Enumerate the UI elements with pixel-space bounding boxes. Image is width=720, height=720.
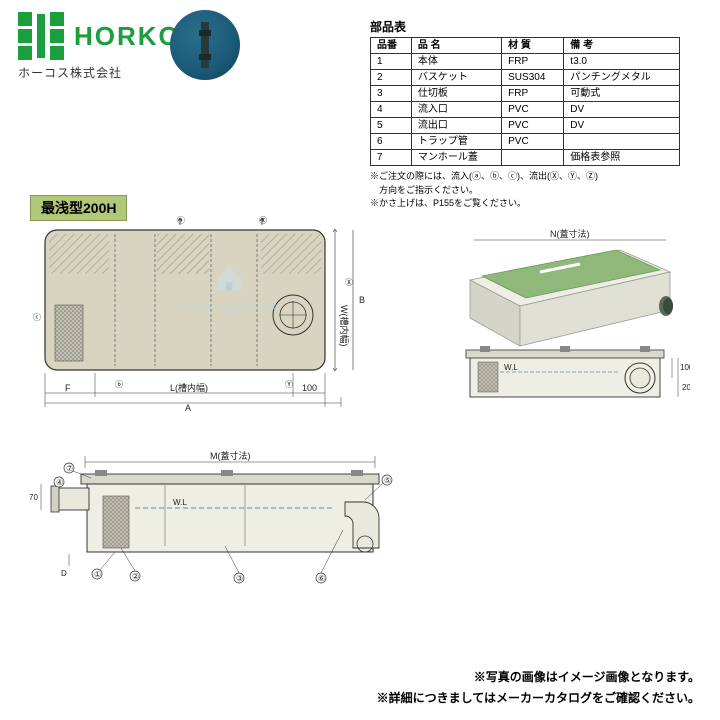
table-row: 2バスケットSUS304パンチングメタル: [371, 70, 680, 86]
svg-text:ⓑ: ⓑ: [115, 380, 123, 389]
th: 品 名: [411, 38, 501, 54]
svg-text:②: ②: [132, 572, 139, 581]
th: 材 質: [502, 38, 564, 54]
th: 品番: [371, 38, 412, 54]
detail-inset-icon: [170, 10, 240, 80]
svg-text:70: 70: [29, 493, 38, 502]
brand-subtitle: ホーコス株式会社: [18, 64, 122, 81]
svg-text:①: ①: [94, 570, 101, 579]
svg-text:F: F: [65, 383, 71, 393]
table-row: 4流入口PVCDV: [371, 102, 680, 118]
table-row: 5流出口PVCDV: [371, 118, 680, 134]
svg-text:L(槽内幅): L(槽内幅): [170, 382, 208, 393]
svg-text:Ⓧ: Ⓧ: [345, 278, 353, 287]
side-section-drawing: M(蓋寸法) W.L 70: [25, 450, 425, 610]
svg-text:Ⓨ: Ⓨ: [285, 380, 293, 389]
footer-line: ※写真の画像はイメージ画像となります。: [377, 667, 700, 687]
svg-text:③: ③: [236, 574, 243, 583]
parts-table-title: 部品表: [370, 18, 680, 35]
table-row: 7マンホール蓋価格表参照: [371, 150, 680, 166]
product-render: N(蓋寸法) W.L 100 200: [440, 210, 690, 370]
svg-text:⑥: ⑥: [318, 574, 325, 583]
svg-text:D: D: [61, 569, 67, 578]
footer-line: ※詳細につきましてはメーカーカタログをご確認ください。: [377, 688, 700, 708]
table-row: 6トラップ管PVC: [371, 134, 680, 150]
svg-text:W.L: W.L: [504, 363, 518, 372]
svg-text:A: A: [185, 403, 191, 413]
svg-text:M(蓋寸法): M(蓋寸法): [210, 450, 251, 461]
footer-notes: ※写真の画像はイメージ画像となります。 ※詳細につきましてはメーカーカタログをご…: [377, 667, 700, 708]
table-row: 3仕切板FRP可動式: [371, 86, 680, 102]
parts-table: 部品表 品番 品 名 材 質 備 考 1本体FRPt3.02バスケットSUS30…: [370, 18, 680, 211]
svg-text:100: 100: [680, 363, 690, 372]
svg-text:200: 200: [682, 383, 690, 392]
top-view-drawing: ⓐ Ⓩ ⓑ Ⓨ Ⓧ ⓒ W(槽内幅) B F L(槽内幅) 100 A: [25, 215, 385, 415]
svg-text:N(蓋寸法): N(蓋寸法): [550, 228, 590, 239]
svg-text:ⓒ: ⓒ: [33, 313, 41, 322]
svg-text:⑤: ⑤: [384, 476, 391, 485]
svg-text:100: 100: [302, 383, 317, 393]
svg-text:W.L: W.L: [173, 498, 187, 507]
svg-text:B: B: [359, 295, 365, 305]
svg-text:⑦: ⑦: [66, 464, 73, 473]
parts-table-grid: 品番 品 名 材 質 備 考 1本体FRPt3.02バスケットSUS304パンチ…: [370, 37, 680, 166]
svg-text:W(槽内幅): W(槽内幅): [339, 305, 350, 347]
table-row: 1本体FRPt3.0: [371, 54, 680, 70]
th: 備 考: [564, 38, 680, 54]
parts-notes: ※ご注文の際には、流入(ⓐ、ⓑ、ⓒ)、流出(Ⓧ、Ⓨ、Ⓩ) 方向をご指示ください。…: [370, 170, 680, 211]
svg-text:④: ④: [56, 478, 63, 487]
